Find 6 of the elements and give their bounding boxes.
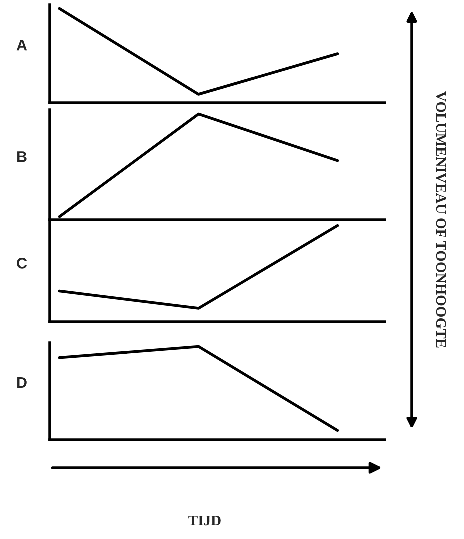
text: D [18,378,27,388]
text: C [17,258,28,269]
y-axis-title: VOLUMENIVEAU OF TOONHOOGTE [436,92,446,348]
text: A [16,40,28,51]
text: B [18,152,27,162]
x-axis-title: TIJD [188,516,221,526]
